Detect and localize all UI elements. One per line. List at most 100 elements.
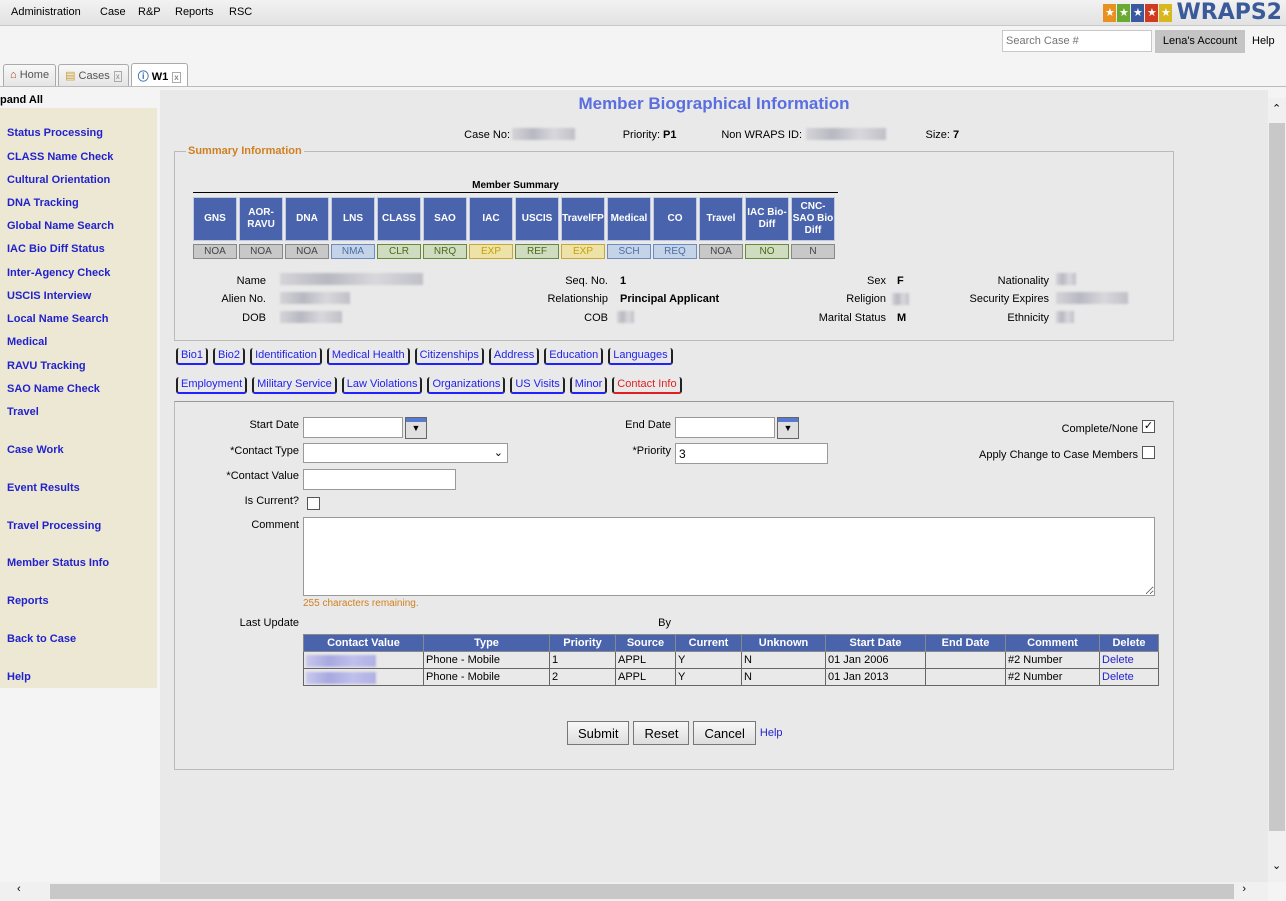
contact-value-label: *Contact Value	[226, 470, 299, 482]
sidebar-section-case-work[interactable]: Case Work	[7, 444, 64, 456]
tab-cases[interactable]: ▤ Cases x	[58, 64, 129, 87]
sidebar-item-medical[interactable]: Medical	[7, 336, 48, 348]
subtab-minor[interactable]: Minor	[569, 377, 608, 394]
menu-rsc[interactable]: RSC	[229, 6, 253, 18]
search-case-input[interactable]	[1002, 30, 1152, 52]
status-badge: NOA	[699, 244, 743, 259]
is-current-checkbox[interactable]	[307, 497, 320, 510]
sidebar-item-ravu-tracking[interactable]: RAVU Tracking	[7, 360, 86, 372]
sidebar-item-global-name-search[interactable]: Global Name Search	[7, 220, 114, 232]
submit-button[interactable]: Submit	[567, 721, 630, 745]
calendar-icon[interactable]: ▼	[777, 417, 799, 439]
sidebar-item-cultural-orientation[interactable]: Cultural Orientation	[7, 174, 111, 186]
column-header: Contact Value	[303, 634, 424, 652]
priority-input[interactable]	[675, 443, 828, 464]
ethnicity-redacted	[1056, 311, 1074, 323]
scroll-up-icon[interactable]: ⌃	[1272, 103, 1282, 115]
subtab-contact-info[interactable]: Contact Info	[612, 377, 682, 394]
subtab-medical-health[interactable]: Medical Health	[326, 348, 410, 365]
tab-home[interactable]: ⌂ Home	[3, 64, 57, 87]
tab-w1[interactable]: ⓘ W1 x	[130, 63, 188, 87]
scroll-right-icon[interactable]: ›	[1242, 883, 1246, 895]
subtab-languages[interactable]: Languages	[608, 348, 673, 365]
contact-type-select[interactable]: ⌄	[303, 443, 508, 463]
subtab-employment[interactable]: Employment	[176, 377, 248, 394]
table-cell: N	[741, 668, 826, 686]
menu-reports[interactable]: Reports	[175, 6, 214, 18]
sidebar-item-travel[interactable]: Travel	[7, 406, 39, 418]
close-icon[interactable]: x	[113, 71, 122, 82]
subtab-bio2[interactable]: Bio2	[213, 348, 246, 365]
table-cell: 01 Jan 2013	[825, 668, 926, 686]
account-button[interactable]: Lena's Account	[1155, 30, 1245, 53]
dob-redacted	[280, 311, 342, 323]
subtab-education[interactable]: Education	[544, 348, 604, 365]
calendar-icon[interactable]: ▼	[405, 417, 427, 439]
start-date-input[interactable]	[303, 417, 403, 438]
sidebar-section-help[interactable]: Help	[7, 671, 31, 683]
divider	[193, 192, 838, 193]
horizontal-scroll-thumb[interactable]	[50, 884, 1234, 899]
seq-no-value: 1	[620, 275, 627, 287]
cancel-button[interactable]: Cancel	[693, 721, 756, 745]
scroll-left-icon[interactable]: ‹	[17, 883, 21, 895]
sidebar-section-back-to-case[interactable]: Back to Case	[7, 633, 77, 645]
sidebar-section-member-status-info[interactable]: Member Status Info	[7, 557, 110, 569]
sidebar-item-local-name-search[interactable]: Local Name Search	[7, 313, 109, 325]
subtab-military-service[interactable]: Military Service	[252, 377, 337, 394]
scroll-down-icon[interactable]: ⌄	[1272, 860, 1282, 872]
delete-link[interactable]: Delete	[1102, 654, 1134, 666]
contact-value-input[interactable]	[303, 469, 456, 490]
last-update-label: Last Update	[239, 617, 299, 629]
sidebar-item-sao-name-check[interactable]: SAO Name Check	[7, 383, 100, 395]
sidebar-section-travel-processing[interactable]: Travel Processing	[7, 520, 102, 532]
apply-change-checkbox[interactable]	[1142, 446, 1155, 459]
sidebar-item-status-processing[interactable]: Status Processing	[7, 127, 103, 139]
table-cell: 2	[549, 668, 616, 686]
member-summary-grid: GNS AOR-RAVU DNA LNS CLASS SAO IAC USCIS TravelF…	[193, 197, 835, 259]
end-date-input[interactable]	[675, 417, 775, 438]
table-cell: APPL	[615, 668, 676, 686]
summary-header-medical: Medical	[607, 197, 651, 241]
help-link[interactable]: Help	[759, 727, 783, 739]
delete-link[interactable]: Delete	[1102, 671, 1134, 683]
table-row: Phone - Mobile 1 APPL Y N 01 Jan 2006 #2 Numbe…	[303, 651, 1159, 669]
vertical-scroll-thumb[interactable]	[1269, 123, 1285, 831]
sidebar-section-event-results[interactable]: Event Results	[7, 482, 80, 494]
nationality-label: Nationality	[997, 275, 1049, 287]
sub-tabs-row-1: Bio1 Bio2 Identification Medical Health Citi…	[176, 348, 673, 365]
sidebar-item-iac-bio-diff-status[interactable]: IAC Bio Diff Status	[7, 243, 105, 255]
subtab-citizenships[interactable]: Citizenships	[414, 348, 484, 365]
status-badge: NO	[745, 244, 789, 259]
subtab-address[interactable]: Address	[488, 348, 540, 365]
menu-rp[interactable]: R&P	[138, 6, 161, 18]
subtab-bio1[interactable]: Bio1	[176, 348, 209, 365]
column-header: Unknown	[741, 634, 826, 652]
sidebar-section-reports[interactable]: Reports	[7, 595, 49, 607]
sidebar-item-dna-tracking[interactable]: DNA Tracking	[7, 197, 79, 209]
table-cell: Y	[675, 651, 742, 669]
summary-header-co: CO	[653, 197, 697, 241]
menu-case[interactable]: Case	[100, 6, 126, 18]
subtab-law-violations[interactable]: Law Violations	[341, 377, 423, 394]
expand-all[interactable]: pand All	[0, 94, 43, 106]
summary-header-uscis: USCIS	[515, 197, 559, 241]
subtab-identification[interactable]: Identification	[250, 348, 322, 365]
reset-button[interactable]: Reset	[633, 721, 690, 745]
sidebar-item-uscis-interview[interactable]: USCIS Interview	[7, 290, 92, 302]
column-header: Current	[675, 634, 742, 652]
sidebar-item-class-name-check[interactable]: CLASS Name Check	[7, 151, 114, 163]
wraps-logo: ★ ★ ★ ★ ★ WRAPS2	[1103, 0, 1282, 26]
complete-none-checkbox[interactable]: ✓	[1142, 420, 1155, 433]
help-link[interactable]: Help	[1252, 35, 1275, 47]
marital-status-value: M	[897, 312, 907, 324]
table-cell: Y	[675, 668, 742, 686]
subtab-organizations[interactable]: Organizations	[427, 377, 506, 394]
subtab-us-visits[interactable]: US Visits	[510, 377, 565, 394]
comment-textarea[interactable]	[303, 517, 1155, 596]
table-cell	[925, 668, 1006, 686]
menu-administration[interactable]: Administration	[11, 6, 81, 18]
summary-header-sao: SAO	[423, 197, 467, 241]
close-icon[interactable]: x	[172, 72, 181, 83]
sidebar-item-inter-agency-check[interactable]: Inter-Agency Check	[7, 267, 111, 279]
